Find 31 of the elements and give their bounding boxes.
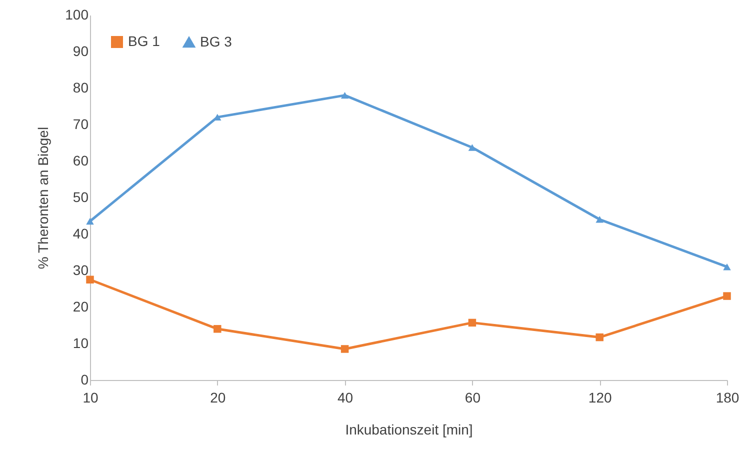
y-tick-label: 0 [80, 372, 89, 388]
y-tick-label: 40 [72, 226, 89, 242]
x-tick-label: 180 [716, 390, 740, 406]
point [86, 218, 94, 225]
y-tick-label: 60 [72, 152, 89, 168]
point [596, 216, 604, 223]
y-tick-label: 50 [72, 189, 89, 205]
y-tick-label: 80 [72, 80, 89, 96]
x-tick-label: 60 [464, 390, 481, 406]
legend-label: BG 3 [200, 33, 232, 50]
point [468, 144, 476, 151]
legend-label: BG 1 [128, 33, 160, 49]
y-tick-label: 90 [72, 43, 89, 59]
x-tick-label: 40 [338, 390, 354, 406]
y-tick-label: 100 [65, 6, 89, 22]
y-tick-label: 30 [72, 262, 89, 278]
y-axis-title: % Theronten an Biogel [35, 126, 52, 270]
x-tick-label: 120 [588, 390, 612, 406]
point [723, 292, 731, 300]
y-tick-label: 10 [72, 335, 89, 351]
point [340, 345, 349, 353]
y-tick-label: 20 [72, 298, 89, 314]
point [468, 318, 476, 327]
x-axis-title: Inkubationszeit [min] [345, 422, 473, 438]
x-tick-label: 20 [210, 390, 226, 406]
point [596, 333, 604, 342]
point [86, 276, 94, 284]
point [214, 325, 222, 333]
point [340, 92, 349, 99]
y-tick-label: 70 [72, 116, 89, 132]
point [723, 263, 731, 270]
